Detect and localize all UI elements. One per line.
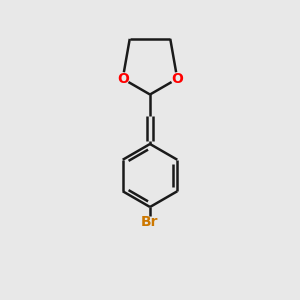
Text: O: O (171, 72, 183, 86)
Text: O: O (117, 72, 129, 86)
Text: Br: Br (141, 215, 159, 229)
